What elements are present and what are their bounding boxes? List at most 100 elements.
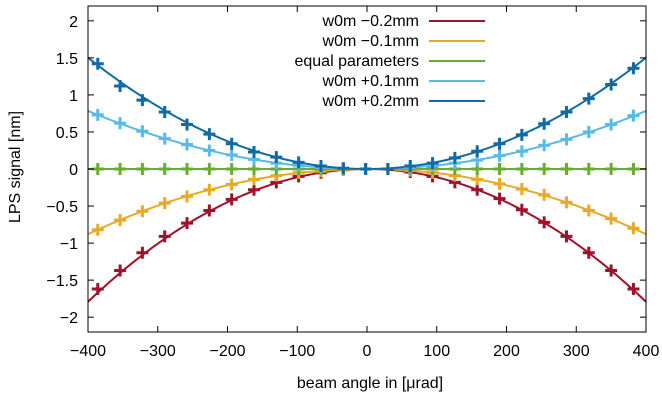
y-tick-label: 0 [69, 162, 78, 179]
plus-marker [560, 133, 573, 146]
data-point [560, 133, 573, 146]
data-point [381, 163, 394, 175]
data-point [515, 163, 528, 175]
data-point [181, 190, 194, 203]
data-point [471, 173, 484, 186]
plus-marker [605, 118, 618, 131]
data-point [493, 137, 506, 150]
data-point [582, 246, 595, 259]
data-point [493, 192, 506, 205]
data-point [181, 163, 194, 175]
plus-marker [136, 125, 149, 138]
plus-marker [114, 117, 127, 130]
legend-entry: equal parameters [294, 53, 485, 70]
plus-marker [203, 128, 216, 141]
plus-marker [627, 109, 640, 122]
plus-marker [314, 160, 327, 173]
data-point [493, 177, 506, 190]
data-point [114, 264, 127, 277]
plus-marker [203, 144, 216, 157]
plus-marker [136, 163, 149, 175]
plus-marker [560, 196, 573, 209]
data-point [471, 145, 484, 158]
plus-marker [426, 157, 439, 170]
data-point [248, 145, 261, 158]
plus-marker [181, 138, 194, 151]
data-point [225, 163, 238, 175]
legend-label: w0m −0.1mm [322, 33, 419, 50]
plus-marker [471, 183, 484, 196]
plus-marker [515, 128, 528, 141]
x-tick-label: 300 [563, 343, 590, 360]
y-tick-label: −0.5 [46, 199, 78, 216]
plus-marker [582, 125, 595, 138]
plus-marker [605, 264, 618, 277]
data-point [136, 205, 149, 218]
x-tick-label: −200 [209, 343, 245, 360]
plus-marker [560, 105, 573, 118]
data-point [582, 163, 595, 175]
ticks: −400 −300 −200 −100 0 100 200 300 400 −2 −1.5 −1 −0.… [46, 6, 659, 360]
data-point [359, 163, 372, 175]
plus-marker [515, 145, 528, 158]
plus-marker [627, 163, 640, 175]
data-point [627, 163, 640, 175]
plus-marker [560, 163, 573, 175]
plus-marker [381, 163, 394, 175]
data-point [314, 160, 327, 173]
data-point [538, 216, 551, 229]
plus-marker [605, 212, 618, 225]
data-point [292, 156, 305, 169]
x-tick-label: 400 [633, 343, 660, 360]
plus-marker [538, 139, 551, 152]
plus-marker [225, 193, 238, 206]
plus-marker [136, 94, 149, 107]
plus-marker [136, 246, 149, 259]
data-point [605, 264, 618, 277]
x-axis-label: beam angle in [μrad] [297, 375, 443, 392]
plus-marker [627, 62, 640, 75]
plus-marker [91, 223, 104, 236]
data-point [225, 148, 238, 161]
data-point [91, 283, 104, 296]
data-point [627, 62, 640, 75]
data-point [136, 94, 149, 107]
data-point [560, 196, 573, 209]
plus-marker [582, 92, 595, 105]
data-point [560, 163, 573, 175]
data-point [515, 183, 528, 196]
plus-marker [225, 178, 238, 191]
data-point [560, 105, 573, 118]
data-point [582, 204, 595, 217]
legend-label: w0m +0.1mm [322, 73, 419, 90]
plus-marker [225, 163, 238, 175]
data-point [605, 212, 618, 225]
plus-marker [114, 80, 127, 93]
data-point [627, 222, 640, 235]
data-point [515, 203, 528, 216]
legend-label: w0m +0.2mm [322, 93, 419, 110]
data-point [136, 246, 149, 259]
data-point [538, 188, 551, 201]
data-point [158, 105, 171, 118]
data-point [114, 80, 127, 93]
y-tick-label: −2 [60, 310, 78, 327]
data-point [605, 78, 618, 91]
data-point [136, 125, 149, 138]
plus-marker [248, 173, 261, 186]
plus-marker [158, 105, 171, 118]
data-point [337, 162, 350, 175]
y-axis-label: LPS signal [nm] [7, 111, 24, 223]
plus-marker [404, 160, 417, 173]
data-point [158, 132, 171, 145]
plus-marker [515, 183, 528, 196]
plus-marker [181, 190, 194, 203]
data-point [605, 163, 618, 175]
y-tick-label: −1.5 [46, 273, 78, 290]
plus-marker [158, 163, 171, 175]
legend: w0m −0.2mm w0m −0.1mm equal parameters w0m … [294, 13, 485, 110]
data-point [605, 118, 618, 131]
data-point [538, 139, 551, 152]
x-tick-label: −100 [279, 343, 315, 360]
plus-marker [605, 163, 618, 175]
